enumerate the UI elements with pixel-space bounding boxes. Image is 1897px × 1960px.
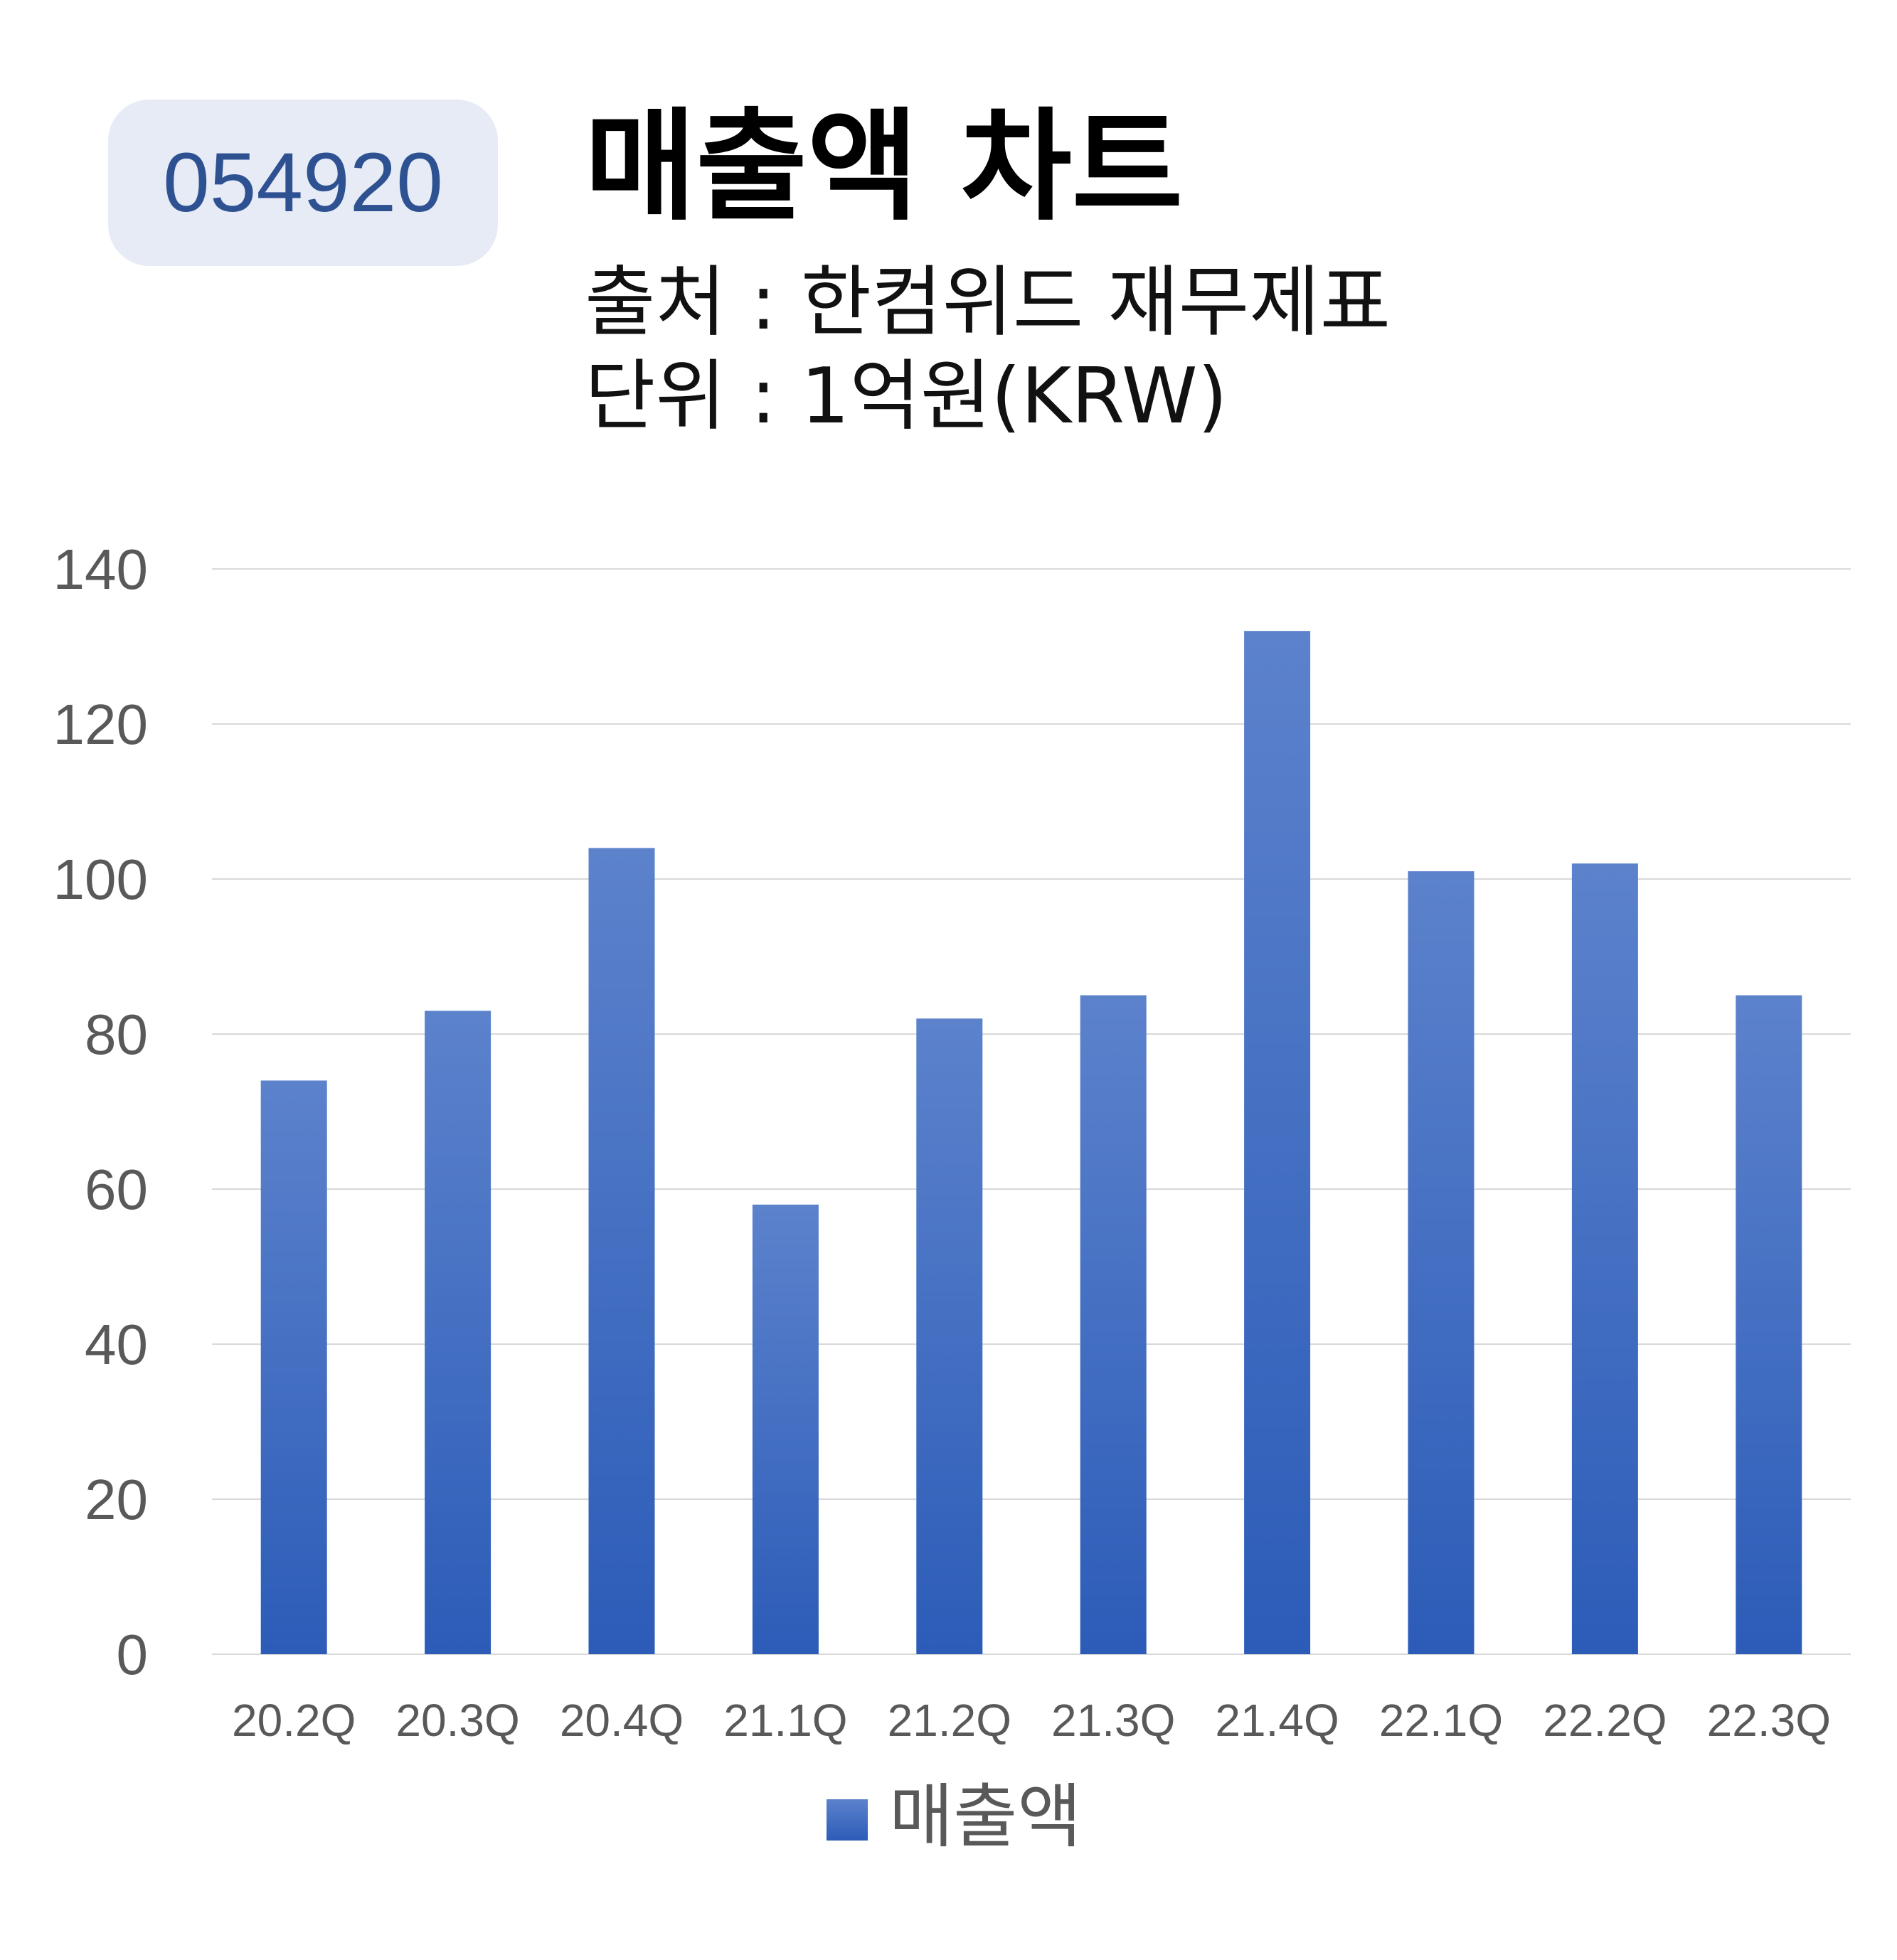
x-tick-label: 21.1Q <box>723 1695 847 1746</box>
bar <box>916 1018 983 1654</box>
y-tick-label: 40 <box>85 1313 148 1376</box>
legend: 매출액 <box>827 1777 1081 1858</box>
bar <box>1736 995 1802 1654</box>
chart-title: 매출액 차트 <box>585 97 1184 238</box>
y-tick-label: 0 <box>117 1623 149 1686</box>
x-tick-label: 22.1Q <box>1379 1695 1503 1746</box>
bar <box>1244 631 1311 1655</box>
bar <box>1571 863 1638 1654</box>
bar <box>1408 871 1474 1654</box>
x-axis-ticks: 20.2Q 20.3Q 20.4Q 21.1Q 21.2Q 21.3Q 21.4Q 22.1Q… <box>232 1695 1831 1746</box>
bar <box>752 1204 819 1654</box>
y-tick-label: 120 <box>53 693 148 756</box>
x-tick-label: 20.4Q <box>560 1695 684 1746</box>
unit-label: 단위 : 1억원(KRW) <box>585 352 1228 441</box>
legend-label: 매출액 <box>889 1777 1081 1858</box>
x-tick-label: 21.3Q <box>1051 1695 1175 1746</box>
legend-swatch <box>827 1799 868 1841</box>
x-tick-label: 20.3Q <box>395 1695 519 1746</box>
x-tick-label: 21.2Q <box>888 1695 1011 1746</box>
x-tick-label: 20.2Q <box>232 1695 356 1746</box>
stock-code-badge: 054920 <box>108 100 498 266</box>
y-tick-label: 20 <box>85 1468 148 1531</box>
bars <box>260 631 1802 1655</box>
y-axis-ticks: 0 20 40 60 80 100 120 140 <box>53 538 148 1686</box>
y-tick-label: 140 <box>53 538 148 601</box>
y-tick-label: 60 <box>85 1158 148 1221</box>
bar <box>588 848 655 1654</box>
x-tick-label: 22.2Q <box>1543 1695 1667 1746</box>
x-tick-label: 22.3Q <box>1707 1695 1831 1746</box>
source-label: 출처 : 한컴위드 재무제표 <box>585 258 1391 347</box>
bar <box>260 1080 327 1654</box>
bar <box>1080 995 1147 1654</box>
y-tick-label: 80 <box>85 1003 148 1066</box>
y-tick-label: 100 <box>53 848 148 911</box>
bar <box>425 1011 491 1654</box>
x-tick-label: 21.4Q <box>1215 1695 1339 1746</box>
